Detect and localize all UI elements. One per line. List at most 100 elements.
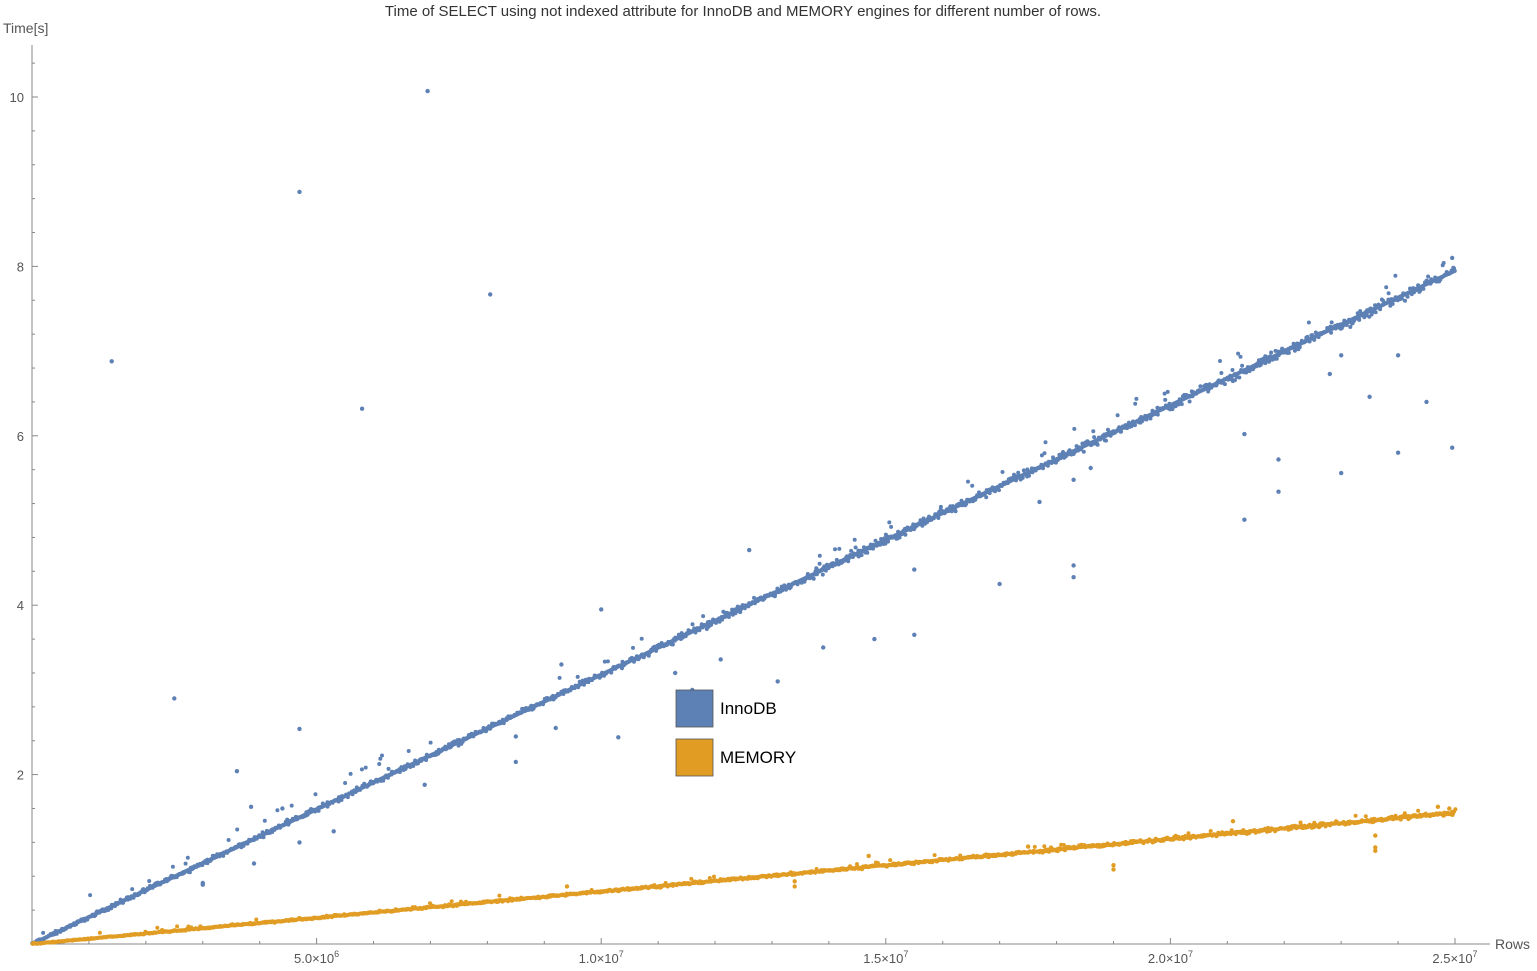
data-point <box>289 803 294 808</box>
data-point <box>1042 451 1047 456</box>
data-point <box>1348 325 1353 329</box>
data-point <box>903 532 908 537</box>
outlier-point <box>1373 845 1378 850</box>
data-point <box>377 762 382 766</box>
data-point <box>97 930 102 935</box>
y-tick-label: 2 <box>17 768 24 783</box>
data-point <box>170 864 175 869</box>
data-point <box>1081 449 1086 454</box>
data-point <box>1091 429 1096 434</box>
data-point <box>235 827 240 832</box>
data-point <box>811 576 816 581</box>
data-point <box>1233 378 1237 383</box>
data-point <box>348 771 353 776</box>
data-point <box>1061 843 1066 847</box>
outlier-point <box>109 359 114 364</box>
outlier-point <box>331 829 336 834</box>
data-point <box>1042 844 1047 849</box>
plot-area <box>30 88 1458 946</box>
data-point <box>262 818 267 823</box>
data-point <box>1032 844 1037 849</box>
outlier-point <box>1424 399 1429 405</box>
y-tick-label: 8 <box>17 259 24 274</box>
data-point <box>602 659 607 664</box>
outlier-point <box>234 769 240 774</box>
data-point <box>1363 814 1368 819</box>
data-point <box>1095 442 1100 447</box>
data-point <box>1000 470 1005 474</box>
outlier-point <box>251 861 257 866</box>
outlier-point <box>1088 465 1093 471</box>
data-point <box>1219 371 1224 375</box>
data-point <box>1403 298 1407 303</box>
series-innodb <box>30 88 1457 946</box>
outlier-point <box>792 884 797 889</box>
outlier-point <box>1450 255 1455 261</box>
outlier-point <box>1242 517 1247 522</box>
outlier-point <box>422 782 427 787</box>
x-tick-label: 2.5×107 <box>1432 949 1477 966</box>
data-point <box>1072 426 1077 431</box>
data-point <box>689 876 694 881</box>
outlier-point <box>866 853 871 859</box>
outlier-point <box>1276 489 1281 494</box>
data-point <box>1218 359 1222 363</box>
y-tick-label: 4 <box>17 598 24 613</box>
data-point <box>1208 829 1213 833</box>
data-point <box>1187 399 1192 404</box>
data-point <box>670 642 675 647</box>
data-point <box>1353 813 1358 818</box>
data-point <box>1240 363 1245 368</box>
data-point <box>605 659 610 664</box>
outlier-point <box>280 806 285 811</box>
data-point <box>359 767 364 772</box>
data-point <box>966 479 970 484</box>
outlier-point <box>1071 477 1076 482</box>
data-point <box>887 520 892 525</box>
data-point <box>1306 320 1311 325</box>
data-point <box>1416 808 1421 813</box>
outlier-point <box>200 880 205 886</box>
outlier-point <box>297 726 302 732</box>
data-point <box>1021 468 1026 473</box>
data-point <box>380 753 384 758</box>
outlier-point <box>718 657 723 662</box>
data-point <box>1238 354 1243 359</box>
outlier-point <box>297 189 302 195</box>
outlier-point <box>775 679 780 684</box>
data-point <box>1198 384 1203 389</box>
data-point <box>41 930 46 935</box>
data-point <box>1236 351 1241 356</box>
outlier-point <box>172 696 177 701</box>
data-point <box>155 925 160 930</box>
data-point <box>575 674 580 679</box>
series-memory <box>30 804 1458 946</box>
data-point <box>820 572 825 577</box>
data-point <box>254 917 259 922</box>
data-point <box>185 855 190 860</box>
outlier-point <box>1435 804 1441 809</box>
data-point <box>897 535 902 540</box>
data-point <box>865 550 870 555</box>
outlier-point <box>564 884 570 889</box>
outlier-point <box>513 734 518 739</box>
outlier-point <box>1071 575 1076 580</box>
outlier-point <box>1373 848 1378 853</box>
data-point <box>175 924 180 929</box>
legend-swatch <box>675 689 714 728</box>
outlier-point <box>1373 833 1378 838</box>
outlier-point <box>872 636 877 642</box>
data-point <box>1274 356 1279 361</box>
data-point <box>938 504 943 509</box>
data-point <box>712 874 716 879</box>
trend-band <box>31 810 1456 946</box>
data-point <box>130 887 135 892</box>
data-point <box>1163 397 1168 402</box>
data-point <box>428 740 433 745</box>
data-point <box>1179 402 1184 407</box>
data-point <box>1222 382 1227 387</box>
data-point <box>889 524 894 529</box>
data-point <box>386 766 391 771</box>
outlier-point <box>1037 499 1042 505</box>
data-point <box>1393 273 1398 278</box>
